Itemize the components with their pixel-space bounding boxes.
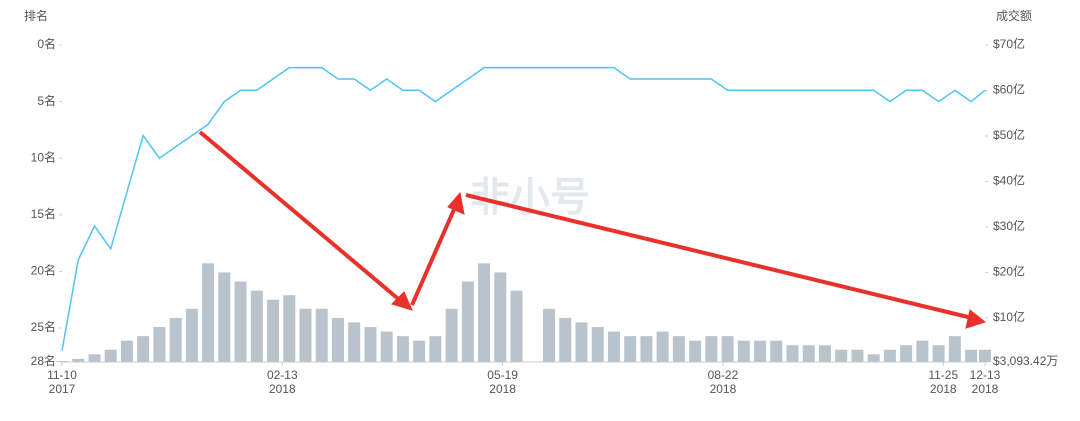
volume-bar — [591, 327, 604, 362]
volume-bar — [607, 331, 620, 362]
volume-bar — [478, 263, 491, 362]
arrow — [198, 130, 404, 304]
volume-bar — [754, 340, 767, 362]
arrow — [465, 193, 973, 320]
volume-bar — [786, 345, 799, 362]
plot-area: 0名 5名 10名 15名 20名 25名 28名 $3,093.42万 $10亿 $20亿 $30… — [31, 36, 1059, 396]
y-axis-title: 排名 — [24, 8, 48, 23]
arrow-head — [447, 191, 465, 215]
x-tick-label: 08-22 — [708, 368, 739, 382]
volume-bar — [818, 345, 831, 362]
volume-bar — [672, 336, 685, 362]
x-tick-label: 11-10 — [47, 368, 77, 382]
volume-bar — [429, 336, 442, 362]
y-tick-label: 15名 — [31, 206, 56, 221]
x-tick-label: 11-25 — [928, 368, 958, 382]
volume-bar — [348, 322, 361, 362]
x-tick-label: 2017 — [49, 382, 76, 396]
volume-bar — [559, 317, 572, 362]
volume-bar — [315, 308, 328, 362]
volume-bar — [948, 336, 961, 362]
volume-bar — [624, 336, 637, 362]
rank-line — [61, 66, 986, 351]
volume-bar — [250, 290, 263, 362]
y-tick-label: 5名 — [37, 93, 56, 108]
volume-bar — [72, 358, 85, 362]
x-tick-label: 05-19 — [487, 368, 518, 382]
arrow — [410, 204, 458, 306]
volume-bar — [234, 281, 247, 362]
watermark: 非小号 — [470, 176, 590, 220]
y-tick-label: 20名 — [31, 263, 56, 278]
volume-bar — [900, 345, 913, 362]
volume-bar — [56, 361, 68, 362]
volume-bar — [331, 317, 344, 362]
volume-bar — [153, 327, 166, 362]
volume-bar — [413, 340, 426, 362]
y2-tick-label: $40亿 — [993, 173, 1025, 188]
y-tick-label: 0名 — [37, 36, 56, 51]
y-tick-label: 28名 — [31, 353, 56, 368]
arrow-head — [965, 309, 987, 329]
volume-bar — [461, 281, 474, 362]
volume-bar — [202, 263, 215, 362]
x-tick-label: 2018 — [489, 382, 516, 396]
volume-bar — [835, 349, 848, 362]
volume-bar — [543, 308, 556, 362]
y2-tick-label: $30亿 — [993, 218, 1025, 233]
volume-bar — [283, 295, 296, 362]
x-tick-label: 2018 — [930, 382, 957, 396]
volume-bar — [380, 331, 393, 362]
volume-bar — [445, 308, 458, 362]
volume-bar — [965, 349, 978, 362]
y2-tick-label: $3,093.42万 — [993, 354, 1058, 368]
volume-bar — [185, 308, 198, 362]
volume-bar — [802, 345, 815, 362]
volume-bar — [689, 340, 702, 362]
volume-bar — [267, 299, 280, 362]
y-tick-label: 25名 — [31, 319, 56, 334]
volume-bar — [396, 336, 409, 362]
volume-bar — [867, 354, 880, 362]
y2-tick-label: $60亿 — [993, 82, 1025, 97]
x-tick-label: 2018 — [972, 382, 999, 396]
y2-tick-label: $10亿 — [993, 309, 1025, 324]
volume-bar — [883, 349, 896, 362]
x-tick-label: 2018 — [269, 382, 296, 396]
volume-bar — [88, 354, 101, 362]
volume-bar — [137, 336, 150, 362]
annotation-arrows — [198, 130, 987, 329]
volume-bar — [120, 340, 133, 362]
y2-tick-label: $20亿 — [993, 264, 1025, 279]
volume-bar — [218, 272, 231, 362]
x-tick-label: 02-13 — [267, 368, 298, 382]
volume-bar — [916, 340, 929, 362]
volume-bar — [640, 336, 653, 362]
volume-bar — [575, 322, 588, 362]
volume-bar — [364, 327, 377, 362]
volume-bar — [851, 349, 864, 362]
volume-bar — [979, 349, 991, 362]
x-tick-label: 2018 — [710, 382, 737, 396]
x-tick-label: 12-13 — [970, 368, 1001, 382]
y2-axis-title: 成交额 — [996, 8, 1032, 23]
volume-bar — [510, 290, 523, 362]
y-tick-label: 10名 — [31, 149, 56, 164]
volume-bar — [169, 317, 182, 362]
volume-bar — [705, 336, 718, 362]
volume-bar — [104, 349, 117, 362]
y2-tick-label: $50亿 — [993, 127, 1025, 142]
volume-bar — [932, 345, 945, 362]
y2-tick-label: $70亿 — [993, 36, 1025, 51]
volume-bar — [737, 340, 750, 362]
arrow-head — [391, 291, 413, 311]
volume-bar — [770, 340, 783, 362]
volume-bar — [494, 272, 507, 362]
volume-bar — [656, 331, 669, 362]
volume-bar — [721, 336, 734, 362]
volume-bar — [299, 308, 312, 362]
